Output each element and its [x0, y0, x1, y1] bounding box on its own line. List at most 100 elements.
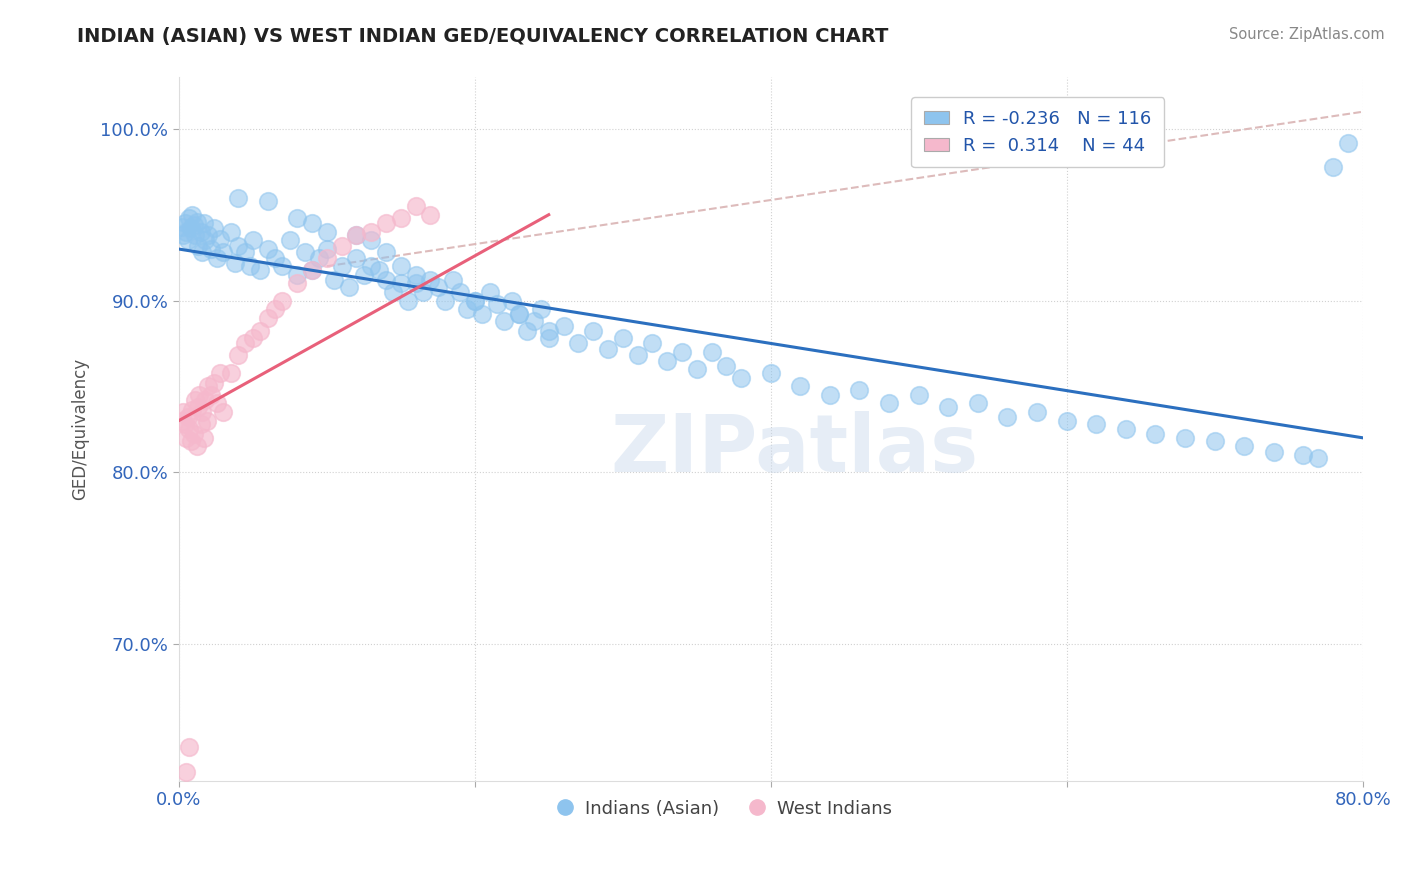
Point: [553, 319, 575, 334]
Point: [501, 293, 523, 308]
Point: [374, 216, 396, 230]
Point: [212, 245, 235, 260]
Point: [242, 331, 264, 345]
Point: [456, 302, 478, 317]
Point: [344, 228, 367, 243]
Point: [226, 238, 249, 252]
Point: [235, 245, 257, 260]
Point: [191, 245, 214, 260]
Point: [194, 234, 217, 248]
Point: [285, 268, 308, 282]
Point: [187, 400, 209, 414]
Point: [264, 302, 287, 317]
Point: [180, 434, 202, 449]
Point: [877, 396, 900, 410]
Point: [1026, 405, 1049, 419]
Point: [374, 273, 396, 287]
Point: [200, 242, 222, 256]
Point: [315, 251, 337, 265]
Point: [396, 293, 419, 308]
Point: [256, 194, 278, 208]
Point: [1174, 431, 1197, 445]
Point: [567, 336, 589, 351]
Point: [174, 225, 197, 239]
Point: [412, 285, 434, 299]
Point: [278, 234, 301, 248]
Point: [494, 314, 516, 328]
Point: [464, 293, 486, 308]
Text: INDIAN (ASIAN) VS WEST INDIAN GED/EQUIVALENCY CORRELATION CHART: INDIAN (ASIAN) VS WEST INDIAN GED/EQUIVA…: [77, 27, 889, 45]
Point: [1233, 439, 1256, 453]
Point: [184, 228, 207, 243]
Point: [449, 285, 471, 299]
Point: [907, 388, 929, 402]
Point: [537, 331, 560, 345]
Y-axis label: GED/Equivalency: GED/Equivalency: [72, 359, 89, 500]
Point: [172, 228, 194, 243]
Point: [523, 314, 546, 328]
Point: [209, 366, 232, 380]
Point: [389, 259, 412, 273]
Point: [508, 307, 530, 321]
Point: [315, 225, 337, 239]
Point: [256, 242, 278, 256]
Point: [1292, 448, 1315, 462]
Point: [173, 417, 195, 431]
Point: [936, 400, 959, 414]
Point: [176, 234, 198, 248]
Point: [249, 262, 271, 277]
Point: [374, 245, 396, 260]
Point: [1337, 136, 1360, 150]
Point: [285, 211, 308, 226]
Point: [219, 225, 242, 239]
Point: [337, 280, 360, 294]
Point: [1308, 451, 1330, 466]
Point: [478, 285, 501, 299]
Point: [405, 199, 427, 213]
Point: [207, 251, 229, 265]
Point: [344, 228, 367, 243]
Point: [686, 362, 709, 376]
Point: [176, 410, 198, 425]
Point: [612, 331, 634, 345]
Point: [181, 208, 204, 222]
Point: [170, 414, 193, 428]
Point: [582, 325, 605, 339]
Point: [360, 234, 382, 248]
Point: [759, 366, 782, 380]
Point: [848, 383, 870, 397]
Point: [202, 376, 225, 390]
Point: [1144, 427, 1167, 442]
Point: [186, 439, 208, 453]
Point: [190, 417, 212, 431]
Point: [184, 392, 207, 407]
Point: [382, 285, 405, 299]
Point: [537, 325, 560, 339]
Point: [271, 293, 294, 308]
Point: [360, 225, 382, 239]
Point: [188, 388, 211, 402]
Point: [330, 238, 353, 252]
Point: [256, 310, 278, 325]
Point: [419, 273, 441, 287]
Point: [301, 216, 323, 230]
Legend: Indians (Asian), West Indians: Indians (Asian), West Indians: [547, 792, 900, 825]
Point: [641, 336, 664, 351]
Point: [190, 225, 212, 239]
Point: [818, 388, 841, 402]
Point: [330, 259, 353, 273]
Text: ZIPatlas: ZIPatlas: [610, 411, 979, 490]
Point: [966, 396, 988, 410]
Point: [195, 414, 218, 428]
Point: [434, 293, 457, 308]
Point: [997, 410, 1019, 425]
Point: [186, 214, 208, 228]
Point: [1263, 444, 1285, 458]
Point: [441, 273, 464, 287]
Point: [464, 293, 486, 308]
Point: [485, 297, 508, 311]
Point: [242, 234, 264, 248]
Point: [308, 251, 330, 265]
Point: [172, 405, 194, 419]
Point: [389, 211, 412, 226]
